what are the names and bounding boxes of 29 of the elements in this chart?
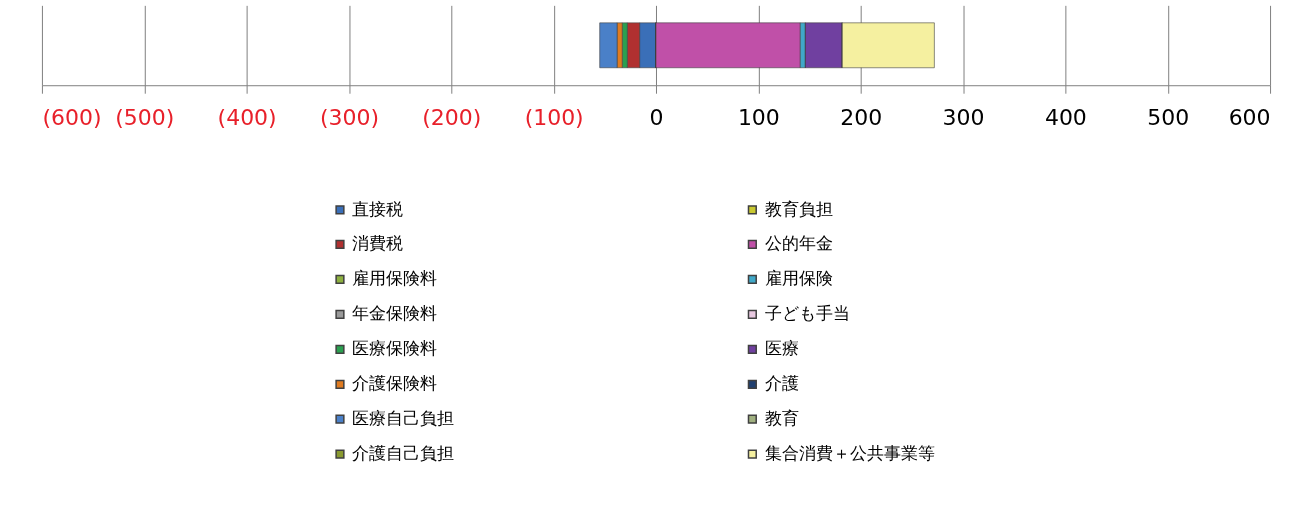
x-tick-label: 100	[737, 104, 780, 130]
x-tick-label: (600)	[42, 104, 102, 130]
x-tick-label: (100)	[524, 104, 584, 130]
x-tick-label: (200)	[422, 104, 482, 130]
legend-label: 医療自己負担	[352, 408, 455, 429]
legend-label: 介護自己負担	[352, 443, 455, 464]
legend-label: 介護保険料	[352, 373, 438, 394]
legend-label: 雇用保険	[764, 268, 833, 289]
legend-label: 集合消費＋公共事業等	[764, 443, 935, 464]
x-tick-label: 0	[649, 104, 664, 130]
legend-label: 雇用保険料	[352, 268, 438, 289]
x-tick-label: 400	[1044, 104, 1087, 130]
legend-label: 医療保険料	[352, 338, 438, 359]
x-tick-label: (500)	[115, 104, 175, 130]
legend-label: 教育	[764, 408, 799, 429]
x-tick-label: 500	[1147, 104, 1190, 130]
legend-label: 介護	[764, 373, 799, 394]
x-tick-label: 200	[840, 104, 883, 130]
legend-label: 教育負担	[764, 198, 833, 219]
legend-label: 医療	[764, 338, 799, 359]
x-tick-label: (400)	[217, 104, 277, 130]
x-tick-label: 300	[942, 104, 985, 130]
legend-label: 直接税	[352, 198, 404, 219]
legend-label: 消費税	[352, 233, 404, 254]
x-tick-label: (300)	[319, 104, 379, 130]
legend-label: 公的年金	[764, 233, 833, 254]
x-tick-label: 600	[1228, 104, 1271, 130]
legend-label: 年金保険料	[352, 303, 438, 324]
legend-label: 子ども手当	[764, 303, 850, 324]
